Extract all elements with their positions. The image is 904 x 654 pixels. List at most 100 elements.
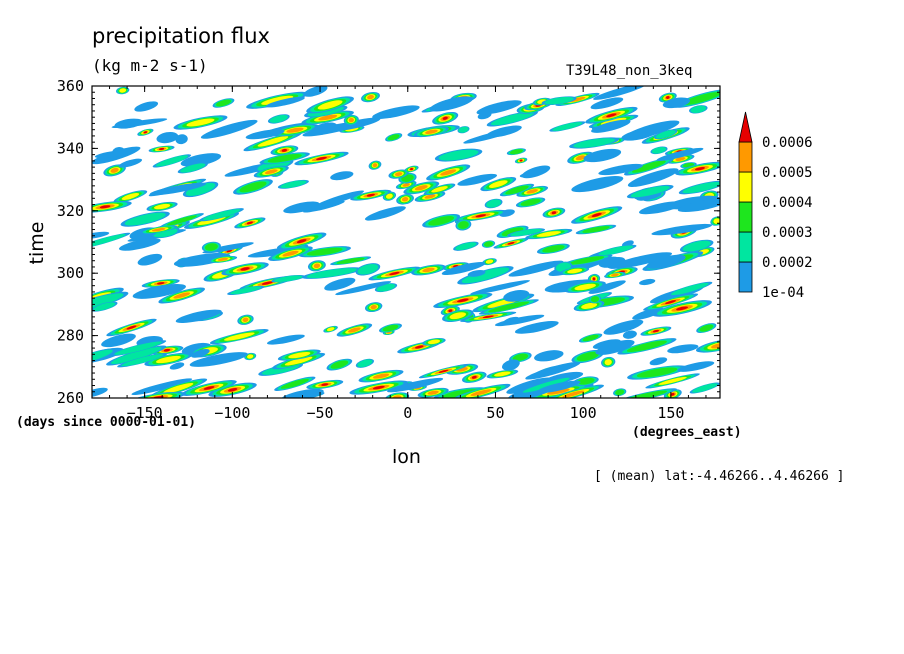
precip-contour bbox=[615, 389, 625, 396]
precip-cell bbox=[159, 213, 204, 228]
precip-cell bbox=[271, 274, 306, 283]
precip-cell bbox=[148, 145, 175, 153]
precip-cell bbox=[640, 326, 672, 336]
precip-field bbox=[92, 86, 720, 398]
precip-contour bbox=[425, 129, 438, 135]
precip-cell bbox=[306, 379, 344, 390]
precip-cell bbox=[462, 371, 487, 383]
precip-cell bbox=[137, 128, 154, 136]
precip-cell bbox=[272, 352, 326, 370]
precip-cell bbox=[678, 180, 720, 195]
precip-cell bbox=[134, 101, 159, 112]
precip-contour bbox=[623, 120, 680, 140]
precip-contour bbox=[652, 329, 660, 333]
precip-cell bbox=[460, 311, 517, 322]
precip-cell bbox=[330, 171, 354, 181]
precip-cell bbox=[696, 323, 717, 334]
precip-contour bbox=[364, 206, 406, 221]
precip-contour bbox=[175, 134, 188, 145]
precip-contour bbox=[92, 234, 126, 248]
precip-contour bbox=[306, 268, 358, 279]
precip-contour bbox=[690, 105, 707, 113]
precip-contour bbox=[372, 163, 378, 168]
y-tick-label: 280 bbox=[57, 327, 84, 345]
x-tick-label: 0 bbox=[403, 404, 412, 422]
precip-cell bbox=[457, 266, 514, 285]
precip-contour bbox=[461, 267, 510, 284]
precip-contour bbox=[387, 377, 444, 393]
precip-cell bbox=[274, 376, 316, 392]
precip-cell bbox=[403, 181, 440, 195]
precip-contour bbox=[159, 147, 165, 151]
precip-contour bbox=[562, 390, 585, 398]
colorbar-box bbox=[738, 261, 753, 293]
precip-contour bbox=[280, 378, 309, 389]
precip-cell bbox=[442, 309, 474, 322]
precip-contour bbox=[595, 339, 635, 355]
precip-contour bbox=[245, 129, 285, 140]
precip-contour bbox=[486, 199, 502, 208]
precip-contour bbox=[223, 332, 255, 341]
precip-contour bbox=[324, 277, 356, 291]
precip-cell bbox=[588, 280, 626, 294]
precip-contour bbox=[438, 149, 479, 161]
precip-contour bbox=[119, 88, 127, 93]
precip-cell bbox=[173, 115, 228, 130]
precip-contour bbox=[603, 319, 644, 335]
precip-cell bbox=[573, 300, 605, 312]
precip-cell bbox=[271, 123, 319, 137]
precip-contour bbox=[590, 97, 624, 110]
precip-contour bbox=[593, 86, 647, 100]
precip-contour bbox=[264, 169, 278, 175]
precip-cell bbox=[603, 319, 644, 335]
precip-cell bbox=[484, 198, 503, 209]
precip-cell bbox=[571, 176, 624, 193]
precip-contour bbox=[330, 171, 354, 181]
x-axis: −150 −100 −50 0 50 100 150 bbox=[109, 86, 707, 422]
precip-contour bbox=[428, 216, 455, 226]
precip-contour bbox=[627, 168, 679, 187]
precip-contour bbox=[571, 176, 624, 193]
precip-contour bbox=[99, 205, 111, 209]
precip-contour bbox=[611, 273, 619, 277]
precip-cell bbox=[467, 269, 486, 277]
precip-contour bbox=[467, 269, 486, 277]
precip-contour bbox=[266, 334, 305, 345]
precip-contour bbox=[217, 257, 229, 261]
precip-cell bbox=[506, 148, 526, 156]
precip-contour bbox=[402, 183, 410, 187]
precip-contour bbox=[348, 327, 361, 333]
colorbar-label: 1e-04 bbox=[762, 285, 804, 301]
precip-cell bbox=[478, 299, 539, 315]
precip-cell bbox=[423, 183, 456, 196]
precip-cell bbox=[560, 266, 590, 276]
precip-contour bbox=[93, 302, 116, 311]
precip-contour bbox=[317, 100, 343, 110]
precip-cell bbox=[355, 263, 381, 276]
precip-contour bbox=[682, 92, 720, 105]
precip-contour bbox=[227, 388, 238, 392]
precip-contour bbox=[639, 278, 656, 286]
precip-cell bbox=[191, 349, 210, 358]
precip-cell bbox=[476, 100, 522, 115]
precip-cell bbox=[679, 239, 714, 253]
precip-cell bbox=[667, 344, 699, 354]
precip-cell bbox=[591, 119, 631, 133]
precip-cell bbox=[646, 254, 686, 269]
precip-cell bbox=[525, 361, 581, 380]
precip-contour bbox=[503, 289, 530, 302]
precip-contour bbox=[521, 165, 551, 179]
precip-contour bbox=[476, 100, 522, 115]
precip-contour bbox=[151, 227, 166, 232]
precip-contour bbox=[200, 119, 258, 139]
precip-cell bbox=[432, 111, 459, 125]
precip-cell bbox=[414, 191, 446, 202]
precip-cell bbox=[516, 185, 549, 197]
precip-contour bbox=[389, 271, 400, 276]
precip-contour bbox=[694, 167, 706, 171]
precip-contour bbox=[240, 267, 250, 271]
precip-cell bbox=[645, 373, 700, 389]
precip-contour bbox=[118, 238, 161, 251]
precip-contour bbox=[485, 259, 494, 264]
precip-cell bbox=[270, 145, 299, 156]
